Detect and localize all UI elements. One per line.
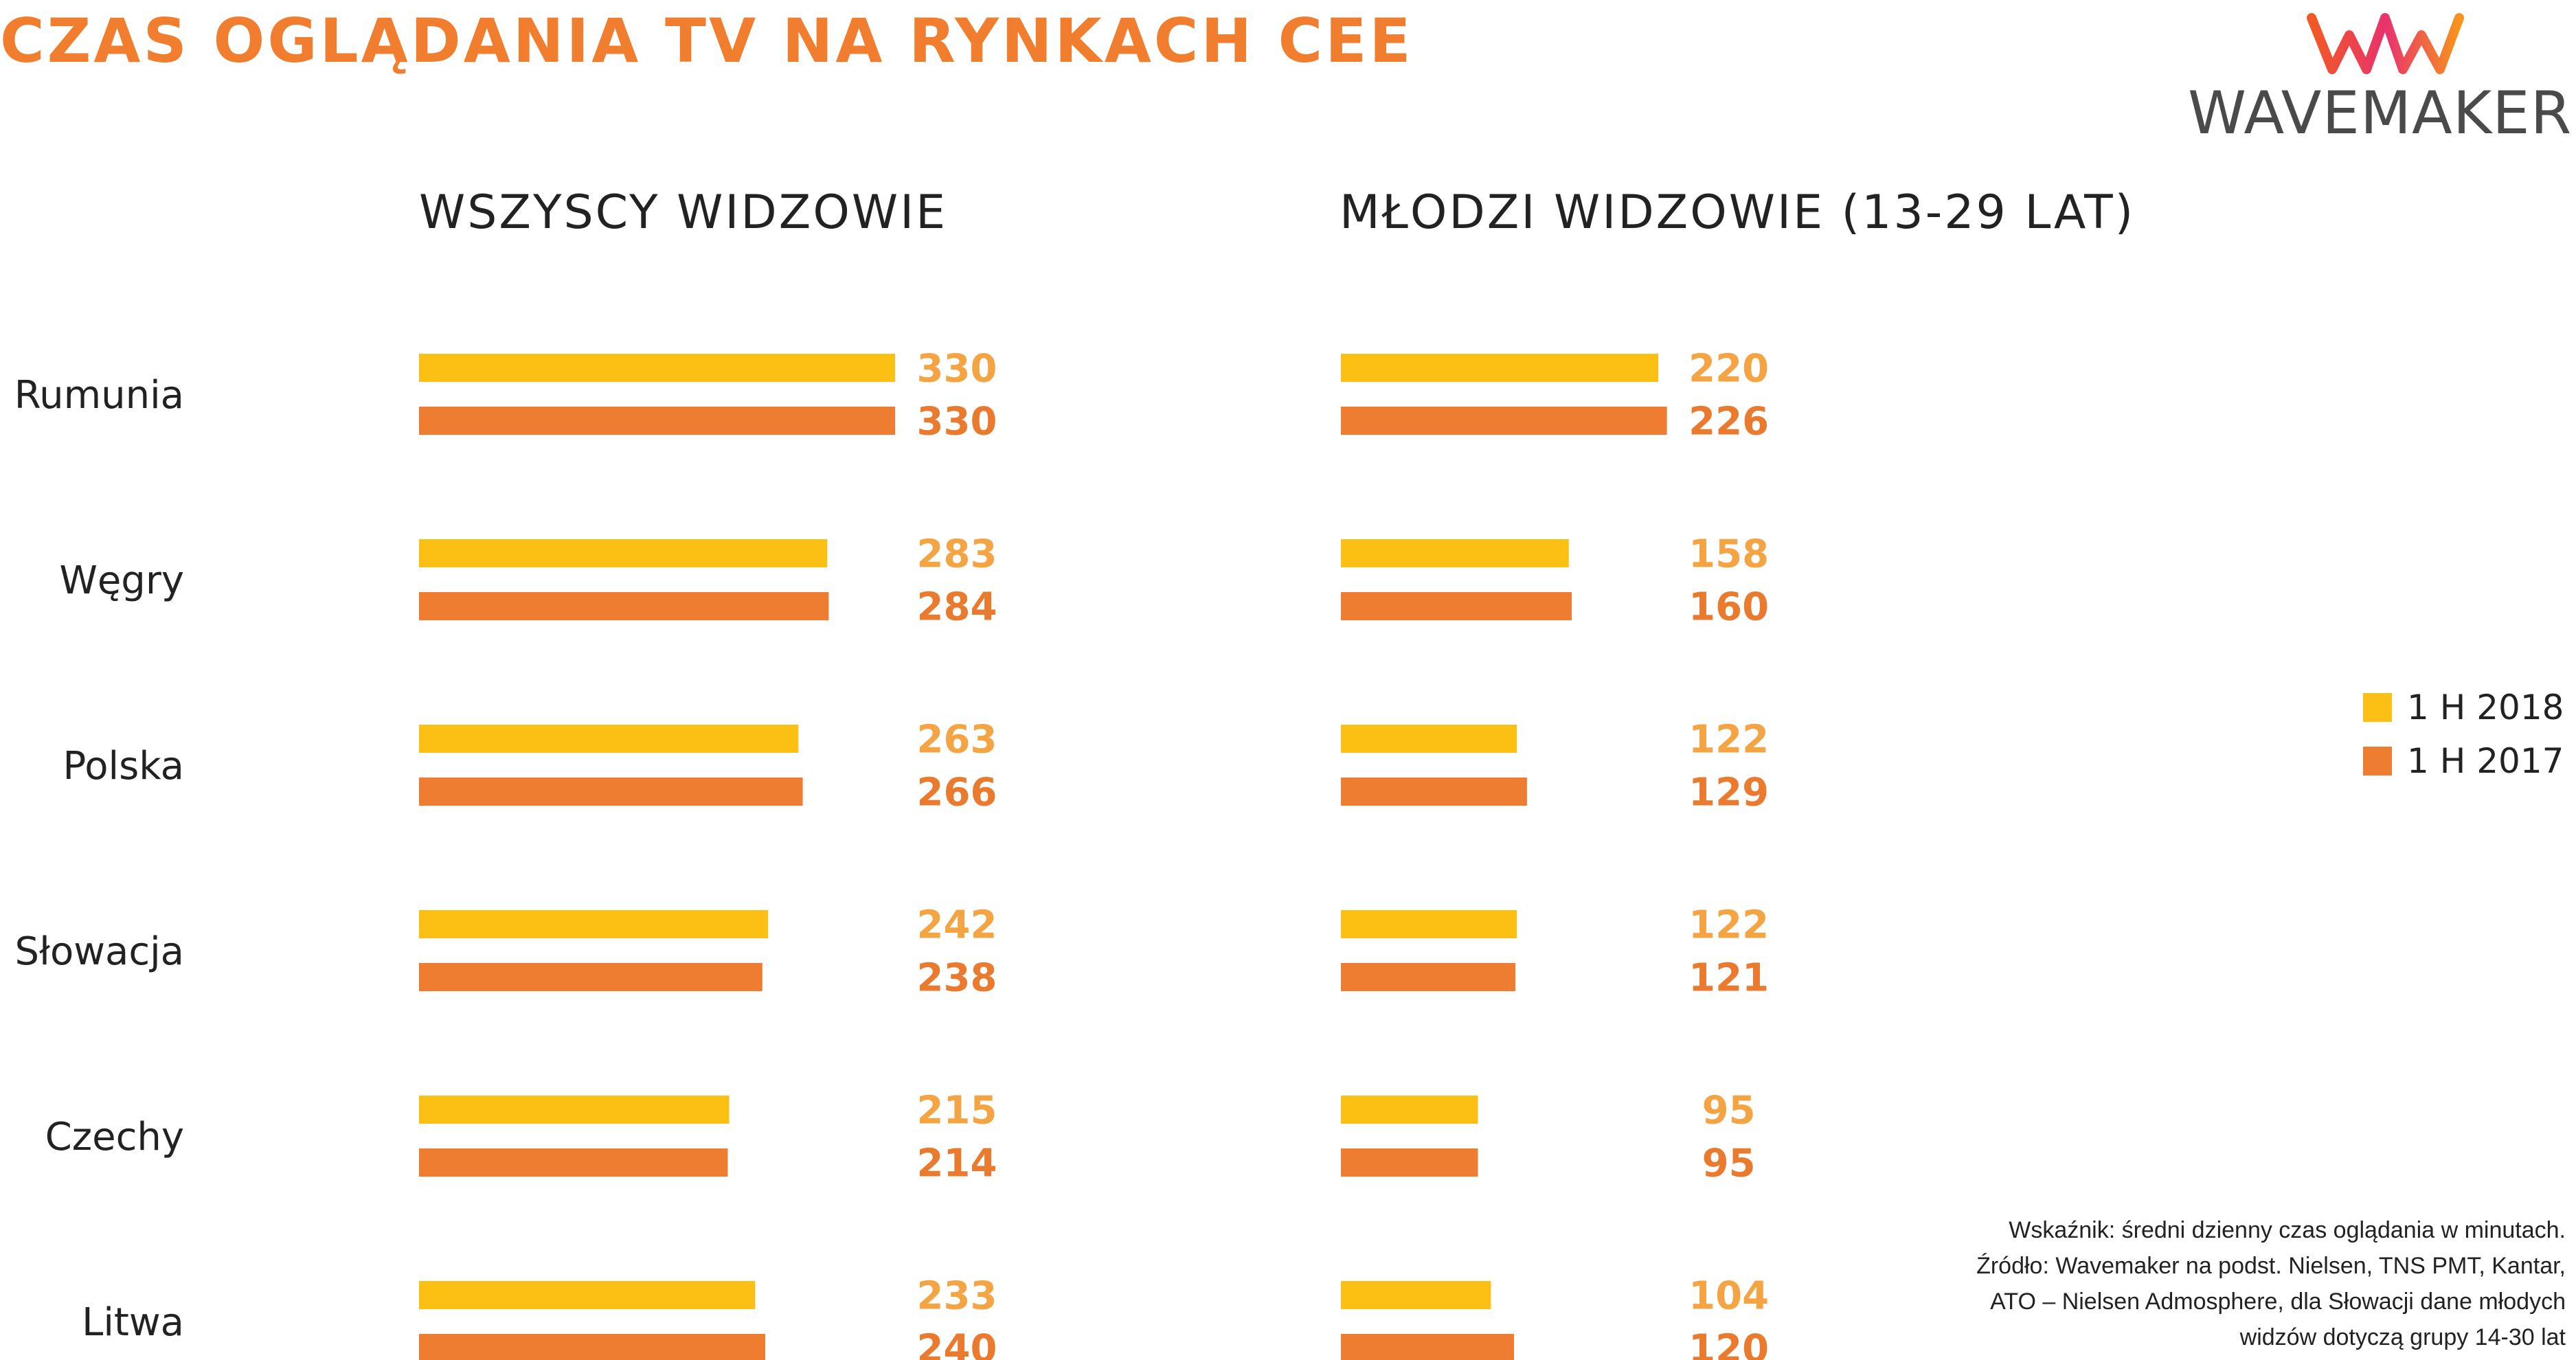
bar-2018 [419, 725, 799, 753]
bar-2017 [419, 1334, 765, 1360]
data-label: 284 [917, 585, 997, 630]
legend: 1 H 2018 1 H 2017 [2363, 687, 2564, 794]
data-label: 214 [917, 1142, 997, 1186]
footnote-line: Wskaźnik: średni dzienny czas oglądania … [2009, 1217, 2566, 1243]
panel-title-all-viewers: WSZYSCY WIDZOWIE [419, 185, 948, 240]
panel-title-young-viewers: MŁODZI WIDZOWIE (13-29 LAT) [1340, 185, 2136, 240]
bar-2018 [419, 539, 828, 567]
bar-2017 [1341, 1334, 1514, 1360]
data-label: 120 [1688, 1327, 1769, 1360]
bar-2018 [419, 1096, 730, 1124]
data-label: 220 [1688, 347, 1769, 392]
data-label: 122 [1688, 718, 1769, 762]
category-label: Czechy [45, 1115, 184, 1159]
data-label: 160 [1688, 585, 1769, 630]
footnote: Wskaźnik: średni dzienny czas oglądania … [1882, 1212, 2566, 1355]
data-label: 263 [917, 718, 997, 762]
bar-2018 [1341, 910, 1517, 938]
category-label: Polska [63, 744, 184, 789]
bar-2018 [1341, 1096, 1478, 1124]
data-label: 266 [917, 771, 997, 815]
bar-2017 [419, 407, 895, 435]
category-label: Litwa [82, 1300, 184, 1345]
page-title: CZAS OGLĄDANIA TV NA RYNKACH CEE [0, 5, 1414, 76]
bar-2017 [1341, 778, 1527, 806]
category-label: Węgry [59, 558, 184, 603]
bar-2018 [1341, 725, 1517, 753]
data-label: 95 [1702, 1089, 1756, 1133]
legend-label-2017: 1 H 2017 [2407, 741, 2564, 781]
legend-item-2018: 1 H 2018 [2363, 687, 2564, 728]
footnote-line: Źródło: Wavemaker na podst. Nielsen, TNS… [1976, 1253, 2566, 1279]
bar-2017 [1341, 1148, 1478, 1177]
data-label: 158 [1688, 532, 1769, 577]
data-label: 226 [1688, 400, 1769, 444]
data-label: 330 [917, 347, 997, 392]
data-label: 330 [917, 400, 997, 444]
data-label: 238 [917, 956, 997, 1001]
data-label: 215 [917, 1089, 997, 1133]
bar-2018 [419, 910, 769, 938]
bar-2018 [419, 1281, 756, 1309]
data-label: 121 [1688, 956, 1769, 1001]
legend-swatch-2017 [2363, 747, 2392, 775]
bar-2018 [1341, 1281, 1491, 1309]
logo-wordmark: WAVEMAKER [2188, 79, 2573, 148]
bar-2017 [1341, 407, 1667, 435]
bar-2017 [419, 592, 829, 620]
legend-swatch-2018 [2363, 693, 2392, 722]
footnote-line: ATO – Nielsen Admosphere, dla Słowacji d… [1990, 1289, 2566, 1315]
footnote-line: widzów dotyczą grupy 14-30 lat [2239, 1324, 2566, 1350]
data-label: 95 [1702, 1142, 1756, 1186]
data-label: 104 [1688, 1274, 1769, 1319]
wavemaker-logo-icon [2307, 13, 2464, 74]
data-label: 129 [1688, 771, 1769, 815]
bar-2017 [419, 963, 762, 991]
category-label: Słowacja [14, 929, 184, 974]
legend-item-2017: 1 H 2017 [2363, 740, 2564, 782]
bar-2018 [1341, 354, 1658, 382]
bar-2017 [419, 778, 803, 806]
legend-label-2018: 1 H 2018 [2407, 688, 2564, 727]
bar-2017 [1341, 592, 1572, 620]
bar-2017 [1341, 963, 1516, 991]
data-label: 242 [917, 903, 997, 948]
data-label: 233 [917, 1274, 997, 1319]
category-label: Rumunia [14, 373, 184, 418]
data-label: 240 [917, 1327, 997, 1360]
data-label: 122 [1688, 903, 1769, 948]
bar-2017 [419, 1148, 728, 1177]
bar-2018 [419, 354, 895, 382]
bar-2018 [1341, 539, 1569, 567]
data-label: 283 [917, 532, 997, 577]
